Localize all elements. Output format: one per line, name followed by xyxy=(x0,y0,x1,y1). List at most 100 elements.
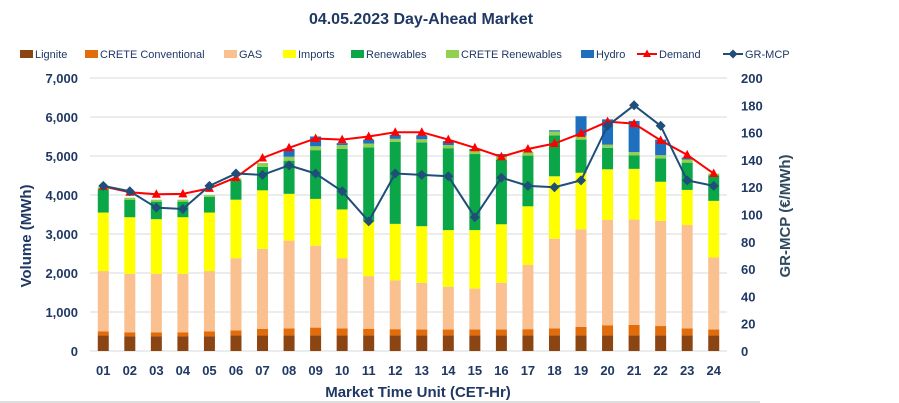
gr-mcp-point xyxy=(443,171,454,182)
legend-item-gas: GAS xyxy=(224,49,262,61)
demand-point xyxy=(709,168,719,178)
y2-tick-label: 200 xyxy=(741,71,763,86)
bar-gas xyxy=(522,264,534,330)
bar-lignite xyxy=(257,335,269,351)
bar-crete-renewables xyxy=(363,143,375,148)
y2-tick-label: 140 xyxy=(741,153,763,168)
legend-item-crete-conventional: CRETE Conventional xyxy=(85,49,205,61)
bar-crete-renewables xyxy=(203,195,215,197)
bar-gas xyxy=(548,238,560,329)
bar-imports xyxy=(522,206,534,265)
bar-crete-conventional xyxy=(628,324,640,336)
bar-crete-conventional xyxy=(230,330,242,336)
bar-crete-conventional xyxy=(548,328,560,336)
gr-mcp-point xyxy=(496,172,507,183)
bar-crete-renewables xyxy=(257,163,269,167)
bar-crete-conventional xyxy=(336,328,348,336)
bar-crete-conventional xyxy=(177,332,189,337)
bar-lignite xyxy=(602,335,614,351)
demand-point xyxy=(258,152,268,162)
gr-mcp-point xyxy=(363,216,374,227)
x-tick-label: 11 xyxy=(362,363,376,378)
legend-swatch xyxy=(283,50,296,58)
x-tick-label: 13 xyxy=(415,363,429,378)
demand-point xyxy=(311,133,321,142)
legend-label: GAS xyxy=(239,49,262,61)
bar-gas xyxy=(97,271,109,332)
bar-crete-renewables xyxy=(442,145,454,149)
bar-imports xyxy=(575,172,587,230)
gr-mcp-point xyxy=(230,168,241,179)
bar-crete-conventional xyxy=(150,332,162,337)
gr-mcp-point xyxy=(124,186,135,197)
legend-swatch xyxy=(85,50,98,58)
bar-hydro xyxy=(602,119,614,145)
bar-lignite xyxy=(575,335,587,351)
bar-imports xyxy=(124,217,136,274)
bar-gas xyxy=(124,273,136,333)
bar-lignite xyxy=(363,335,375,351)
bar-crete-renewables xyxy=(602,144,614,148)
bar-lignite xyxy=(469,335,481,351)
bar-hydro xyxy=(283,148,295,157)
demand-point xyxy=(523,143,533,153)
demand-path xyxy=(103,120,715,196)
legend-swatch xyxy=(20,50,33,58)
x-tick-label: 09 xyxy=(308,363,322,378)
gr-mcp-point xyxy=(204,180,215,191)
x-tick-label: 06 xyxy=(229,363,243,378)
bar-lignite xyxy=(442,335,454,351)
bar-renewables xyxy=(363,147,375,222)
bar-crete-conventional xyxy=(469,329,481,336)
legend-label: Hydro xyxy=(596,49,625,61)
gr-mcp-path xyxy=(103,104,714,224)
x-axis-ticks: 01 02 03 04 05 06 07 08 09 10 11 12 13 14 15 16 17 18 19 20… xyxy=(96,363,722,378)
bar-lignite xyxy=(522,335,534,351)
bar-gas xyxy=(442,286,454,330)
y-tick-label: 3,000 xyxy=(45,227,78,242)
gr-mcp-point xyxy=(522,180,533,191)
bar-gas xyxy=(363,276,375,329)
bar-lignite xyxy=(548,335,560,351)
x-tick-label: 19 xyxy=(574,363,588,378)
bar-imports xyxy=(442,230,454,287)
bar-lignite xyxy=(150,336,162,351)
bar-gas xyxy=(628,219,640,325)
y2-tick-label: 0 xyxy=(741,344,748,359)
legend-marker xyxy=(728,49,738,59)
legend-item-lignite: Lignite xyxy=(20,49,67,61)
bar-lignite xyxy=(416,335,428,351)
bar-lignite xyxy=(495,335,507,351)
bar-renewables xyxy=(389,141,401,224)
legend-swatch xyxy=(581,50,594,58)
bar-renewables xyxy=(124,199,136,218)
bar-gas xyxy=(655,220,667,327)
bar-gas xyxy=(389,280,401,330)
legend-item-demand: Demand xyxy=(637,49,701,61)
demand-point xyxy=(337,134,347,144)
bar-lignite xyxy=(310,335,322,351)
demand-point xyxy=(417,127,427,136)
bar-gas xyxy=(416,282,428,330)
bar-renewables xyxy=(575,139,587,173)
legend-label: CRETE Conventional xyxy=(100,49,205,61)
bar-gas xyxy=(257,248,269,329)
bar-renewables xyxy=(97,189,109,213)
legend-item-renewables: Renewables xyxy=(351,49,427,61)
y2-tick-label: 120 xyxy=(741,180,763,195)
y2-tick-label: 80 xyxy=(741,235,755,250)
bar-crete-renewables xyxy=(548,131,560,136)
bar-lignite xyxy=(655,335,667,351)
bar-crete-conventional xyxy=(389,329,401,336)
bar-hydro xyxy=(389,134,401,139)
bar-crete-renewables xyxy=(124,197,136,200)
bar-renewables xyxy=(230,180,242,200)
bar-crete-conventional xyxy=(310,327,322,336)
y2-tick-label: 60 xyxy=(741,262,755,277)
bar-crete-renewables xyxy=(655,155,667,159)
legend-label: Lignite xyxy=(35,49,67,61)
left-axis-ticks: 0 1,000 2,000 3,000 4,000 5,000 6,000 7,000 xyxy=(45,71,78,359)
y-tick-label: 5,000 xyxy=(45,149,78,164)
bar-crete-conventional xyxy=(416,329,428,336)
